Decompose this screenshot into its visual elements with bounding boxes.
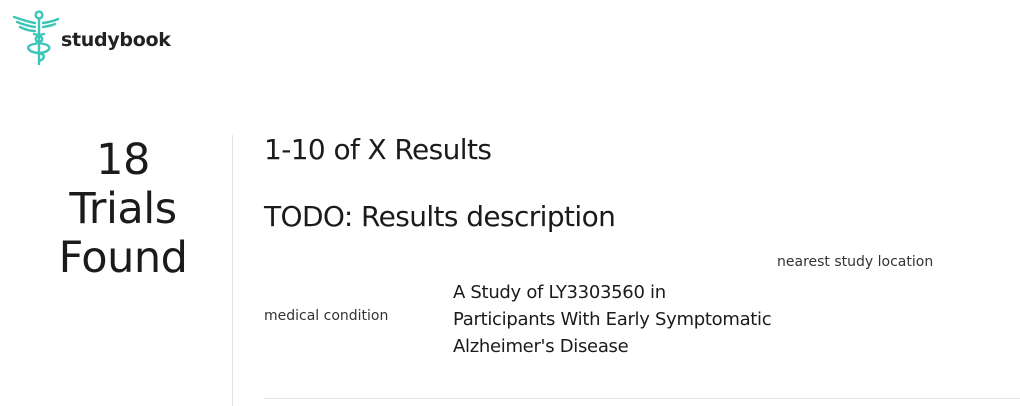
nearest-location-label: nearest study location	[777, 254, 934, 270]
caduceus-icon	[12, 10, 60, 66]
trials-count: 18	[96, 135, 150, 185]
medical-condition-label: medical condition	[264, 308, 389, 324]
trial-title-link[interactable]: A Study of LY3303560 in Participants Wit…	[453, 282, 772, 357]
result-row-divider	[264, 398, 1020, 399]
trials-count-label-line1: Trials	[69, 184, 177, 234]
logo-wordmark: studybook	[61, 29, 171, 51]
studybook-logo[interactable]: studybook	[12, 10, 171, 66]
trials-found-summary: 18 Trials Found	[40, 136, 206, 283]
results-range-heading: 1-10 of X Results	[264, 133, 492, 166]
results-description: TODO: Results description	[264, 200, 616, 233]
vertical-divider	[232, 135, 233, 406]
trials-count-label-line2: Found	[58, 233, 188, 283]
